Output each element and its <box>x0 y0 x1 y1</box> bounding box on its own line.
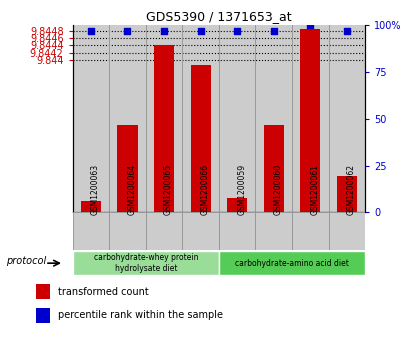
Bar <box>190 65 211 212</box>
Text: GSM1200061: GSM1200061 <box>310 164 319 215</box>
Point <box>271 28 277 34</box>
Bar <box>73 25 109 212</box>
Text: carbohydrate-whey protein
hydrolysate diet: carbohydrate-whey protein hydrolysate di… <box>93 253 198 273</box>
Bar <box>227 198 247 212</box>
Bar <box>256 25 292 212</box>
Bar <box>329 25 365 212</box>
FancyBboxPatch shape <box>73 251 219 275</box>
Point <box>307 23 314 28</box>
Text: transformed count: transformed count <box>58 287 149 297</box>
Text: GSM1200062: GSM1200062 <box>347 164 356 215</box>
FancyBboxPatch shape <box>219 251 365 275</box>
Text: protocol: protocol <box>6 256 46 266</box>
Bar <box>219 25 256 212</box>
Bar <box>264 125 284 212</box>
Bar <box>182 212 219 250</box>
Bar <box>337 176 357 212</box>
Bar <box>81 201 101 212</box>
Text: GSM1200063: GSM1200063 <box>91 164 100 215</box>
Bar <box>109 25 146 212</box>
Text: GSM1200065: GSM1200065 <box>164 164 173 215</box>
Title: GDS5390 / 1371653_at: GDS5390 / 1371653_at <box>146 10 292 23</box>
Text: GSM1200059: GSM1200059 <box>237 164 246 215</box>
Bar <box>36 308 50 323</box>
Point <box>197 28 204 34</box>
Text: GSM1200066: GSM1200066 <box>200 164 210 215</box>
Text: GSM1200064: GSM1200064 <box>127 164 137 215</box>
Bar <box>109 212 146 250</box>
Bar <box>146 25 182 212</box>
Point <box>234 28 241 34</box>
Point <box>344 28 350 34</box>
Point <box>88 28 94 34</box>
Text: percentile rank within the sample: percentile rank within the sample <box>58 310 223 321</box>
Bar <box>329 212 365 250</box>
Text: GSM1200060: GSM1200060 <box>274 164 283 215</box>
Bar <box>219 212 256 250</box>
Bar <box>117 125 137 212</box>
Point <box>124 28 131 34</box>
Text: carbohydrate-amino acid diet: carbohydrate-amino acid diet <box>235 259 349 268</box>
Bar <box>182 25 219 212</box>
Bar <box>292 25 329 212</box>
Bar <box>36 284 50 299</box>
Bar <box>146 212 182 250</box>
Point <box>161 28 167 34</box>
Bar <box>154 45 174 212</box>
Bar <box>256 212 292 250</box>
Bar <box>73 212 109 250</box>
Bar <box>292 212 329 250</box>
Bar <box>300 29 320 212</box>
